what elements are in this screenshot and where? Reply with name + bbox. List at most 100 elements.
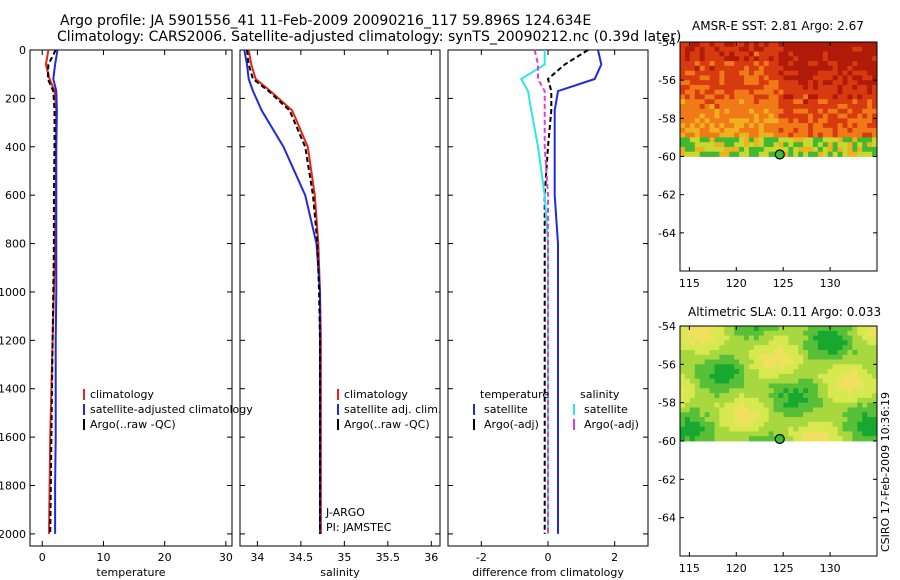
heatmap-cell <box>788 61 794 67</box>
heatmap-cell <box>867 61 873 67</box>
heatmap-cell <box>852 42 858 48</box>
heatmap-cell <box>724 70 730 76</box>
heatmap-cell <box>822 436 829 442</box>
series-line <box>52 49 59 534</box>
heatmap-cell <box>724 393 730 399</box>
heatmap-cell <box>803 70 809 76</box>
heatmap-cell <box>783 61 789 67</box>
heatmap-cell <box>719 123 725 129</box>
heatmap-cell <box>768 142 774 148</box>
heatmap-cell <box>739 393 745 399</box>
heatmap-cell <box>867 142 873 148</box>
heatmap-cell <box>803 330 809 336</box>
heatmap-cell <box>753 326 760 332</box>
heatmap-cell <box>822 397 829 404</box>
heatmap-cell <box>788 132 794 138</box>
heatmap-cell <box>768 42 774 48</box>
heatmap-cell <box>724 99 730 105</box>
heatmap-cell <box>788 412 794 418</box>
heatmap-cell <box>857 127 863 134</box>
heatmap-cell <box>798 330 804 336</box>
heatmap-cell <box>862 118 868 124</box>
heatmap-cell <box>714 326 720 332</box>
heatmap-cell <box>862 431 868 437</box>
heatmap-cell <box>798 421 804 428</box>
heatmap-cell <box>694 104 701 110</box>
heatmap-cell <box>729 137 735 143</box>
heatmap-cell <box>699 412 706 418</box>
heatmap-cell <box>699 340 706 346</box>
heatmap-cell <box>753 65 760 72</box>
heatmap-cell <box>763 421 770 428</box>
heatmap-cell <box>793 51 799 57</box>
heatmap-cell <box>739 132 745 138</box>
heatmap-cell <box>837 397 843 404</box>
heatmap-cell <box>744 397 750 404</box>
heatmap-cell <box>778 146 784 153</box>
heatmap-cell <box>822 364 829 370</box>
heatmap-cell <box>714 359 720 365</box>
heatmap-cell <box>872 51 878 57</box>
heatmap-cell <box>837 118 843 124</box>
heatmap-cell <box>817 127 824 134</box>
heatmap-cell <box>867 89 873 95</box>
heatmap-cell <box>793 412 799 418</box>
heatmap-cell <box>793 431 799 437</box>
heatmap-cell <box>847 132 853 138</box>
heatmap-cell <box>798 61 804 67</box>
heatmap-cell <box>709 421 715 428</box>
heatmap-cell <box>842 412 848 418</box>
heatmap-cell <box>798 46 804 52</box>
heatmap-cell <box>857 373 863 380</box>
heatmap-cell <box>768 383 774 389</box>
heatmap-cell <box>852 373 858 380</box>
heatmap-cell <box>808 46 814 52</box>
heatmap-cell <box>684 426 691 432</box>
heatmap-cell <box>817 388 824 394</box>
heatmap-cell <box>822 89 829 95</box>
heatmap-cell <box>872 132 878 138</box>
heatmap-cell <box>709 127 715 134</box>
heatmap-cell <box>857 340 863 346</box>
heatmap-cell <box>857 349 863 356</box>
heatmap-cell <box>832 56 838 62</box>
heatmap-cell <box>808 65 814 72</box>
x-tick-label: 0 <box>545 551 552 564</box>
heatmap-cell <box>699 369 706 375</box>
heatmap-cell <box>852 94 858 100</box>
heatmap-cell <box>822 412 829 418</box>
heatmap-cell <box>808 84 814 91</box>
heatmap-cell <box>768 146 774 153</box>
heatmap-cell <box>862 56 868 62</box>
heatmap-cell <box>852 436 858 442</box>
heatmap-cell <box>739 94 745 100</box>
heatmap-cell <box>788 359 794 365</box>
heatmap-cell <box>803 326 809 332</box>
heatmap-cell <box>744 146 750 153</box>
heatmap-cell <box>699 326 706 332</box>
heatmap-cell <box>783 373 789 380</box>
heatmap-cell <box>729 378 735 384</box>
heatmap-cell <box>862 65 868 72</box>
heatmap-cell <box>788 56 794 62</box>
heatmap-cell <box>847 99 853 105</box>
heatmap-cell <box>724 146 730 153</box>
heatmap-cell <box>867 373 873 380</box>
heatmap-cell <box>842 436 848 442</box>
heatmap-cell <box>837 340 843 346</box>
heatmap-cell <box>773 137 779 143</box>
heatmap-cell <box>857 84 863 91</box>
heatmap-cell <box>837 402 843 408</box>
heatmap-cell <box>852 393 858 399</box>
argo-position-marker <box>774 433 785 445</box>
heatmap-cell <box>744 132 750 138</box>
heatmap-cell <box>788 349 794 356</box>
heatmap-cell <box>709 402 715 408</box>
heatmap-cell <box>827 397 834 404</box>
heatmap-cell <box>724 46 730 52</box>
heatmap-cell <box>724 354 730 360</box>
heatmap-cell <box>739 108 745 114</box>
heatmap-cell <box>699 113 706 119</box>
y-tick-label: -64 <box>658 227 676 240</box>
heatmap-cell <box>684 326 691 332</box>
